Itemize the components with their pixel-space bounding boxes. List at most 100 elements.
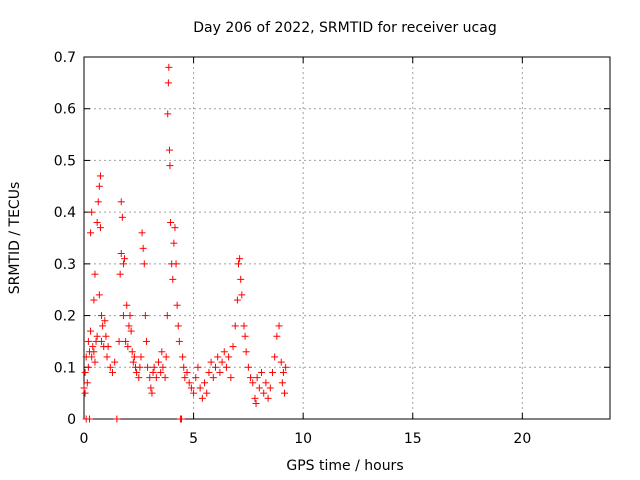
data-point <box>144 363 152 371</box>
data-point <box>111 358 119 366</box>
chart-title: Day 206 of 2022, SRMTID for receiver uca… <box>193 20 496 36</box>
data-point <box>278 379 286 387</box>
x-tick-label: 20 <box>513 431 531 447</box>
data-point <box>88 353 96 361</box>
data-point <box>101 317 109 325</box>
data-point <box>229 343 237 351</box>
data-point <box>236 255 244 263</box>
data-point <box>146 374 154 382</box>
data-point <box>173 301 181 309</box>
data-point <box>252 399 260 407</box>
data-point <box>119 260 127 268</box>
data-point <box>220 348 228 356</box>
x-axis-label: GPS time / hours <box>286 458 403 474</box>
data-point <box>162 353 170 361</box>
data-point <box>150 363 158 371</box>
data-point <box>185 379 193 387</box>
data-point <box>115 337 123 345</box>
y-tick-label: 0.2 <box>54 309 76 325</box>
data-point <box>201 379 209 387</box>
data-point <box>135 374 143 382</box>
data-point <box>96 172 104 180</box>
data-point <box>251 394 259 402</box>
data-point <box>147 384 155 392</box>
data-point <box>227 374 235 382</box>
data-point <box>165 63 173 71</box>
data-point <box>180 363 188 371</box>
data-point <box>81 389 89 397</box>
data-point <box>209 374 217 382</box>
data-point <box>194 363 202 371</box>
data-point <box>158 348 166 356</box>
data-point <box>142 337 150 345</box>
data-point <box>103 353 111 361</box>
y-tick-label: 0.4 <box>54 205 76 221</box>
data-point <box>161 374 169 382</box>
data-point <box>165 146 173 154</box>
data-point <box>85 415 93 423</box>
data-point <box>244 363 252 371</box>
data-point <box>238 291 246 299</box>
data-point <box>183 368 191 376</box>
data-point <box>262 379 270 387</box>
y-tick-label: 0.6 <box>54 102 76 118</box>
data-point <box>137 353 145 361</box>
data-point <box>174 322 182 330</box>
data-point <box>129 358 137 366</box>
data-point <box>169 275 177 283</box>
data-point <box>279 368 287 376</box>
data-point <box>128 348 136 356</box>
plot-frame <box>83 56 611 420</box>
data-point <box>95 291 103 299</box>
data-point <box>268 368 276 376</box>
data-point <box>222 363 230 371</box>
data-point <box>87 229 95 237</box>
data-point <box>121 255 129 263</box>
data-point <box>93 332 101 340</box>
data-point <box>98 312 106 320</box>
data-point <box>91 270 99 278</box>
data-point <box>207 358 215 366</box>
data-point <box>84 363 92 371</box>
data-point <box>255 384 263 392</box>
data-point <box>155 358 163 366</box>
data-point <box>164 110 172 118</box>
data-point <box>225 353 233 361</box>
data-point <box>187 384 195 392</box>
data-point <box>258 368 266 376</box>
data-point <box>83 379 91 387</box>
data-point <box>166 162 174 170</box>
data-point <box>205 368 213 376</box>
data-point <box>136 363 144 371</box>
data-point <box>157 368 165 376</box>
y-tick-label: 0.7 <box>54 50 76 66</box>
y-tick-label: 0 <box>67 412 76 428</box>
data-point <box>87 327 95 335</box>
data-point <box>264 394 272 402</box>
data-point <box>81 368 89 376</box>
x-tick-label: 10 <box>294 431 312 447</box>
data-point <box>127 327 135 335</box>
data-point <box>98 337 106 345</box>
data-point <box>282 363 290 371</box>
data-point <box>90 296 98 304</box>
y-tick-label: 0.1 <box>54 360 76 376</box>
data-point <box>99 322 107 330</box>
y-axis-label: SRMTID / TECUs <box>7 182 23 295</box>
data-point <box>104 343 112 351</box>
data-point <box>218 358 226 366</box>
data-point <box>192 374 200 382</box>
grid-lines <box>84 57 610 419</box>
data-point <box>273 332 281 340</box>
data-point <box>108 368 116 376</box>
data-point <box>133 368 141 376</box>
data-point <box>126 312 134 320</box>
data-point <box>102 332 110 340</box>
data-point <box>94 198 102 206</box>
data-point <box>95 182 103 190</box>
data-point <box>122 337 130 345</box>
data-point <box>163 312 171 320</box>
data-point <box>179 353 187 361</box>
data-point <box>138 229 146 237</box>
